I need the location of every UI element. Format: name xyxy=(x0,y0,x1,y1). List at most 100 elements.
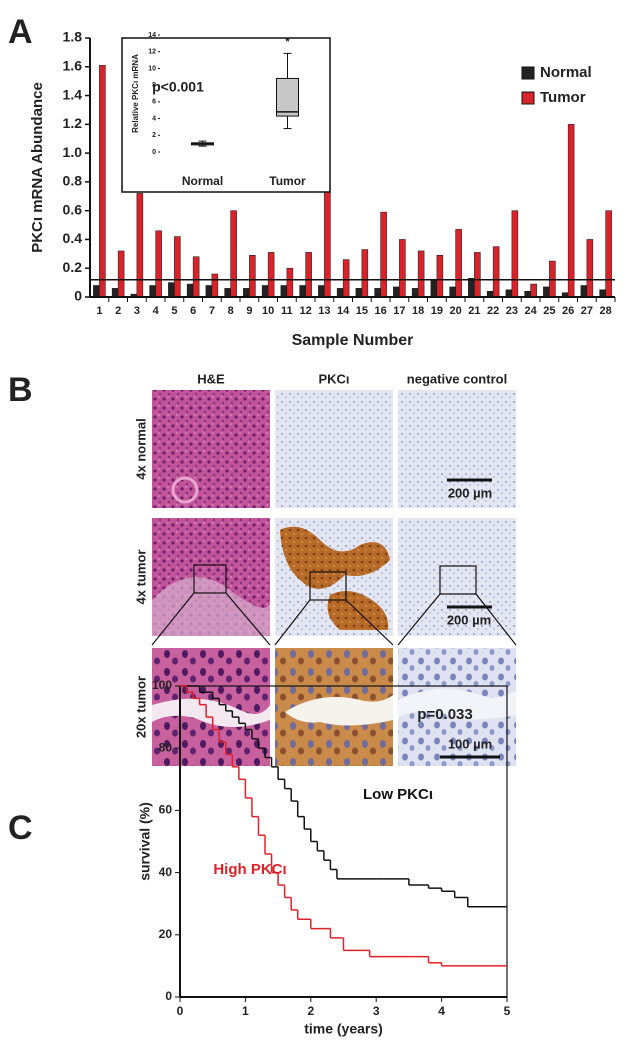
y-axis-label: PKCι mRNA Abundance xyxy=(29,82,46,253)
bar xyxy=(299,285,306,298)
image-detail xyxy=(285,695,393,726)
x-tick-label: 5 xyxy=(504,1004,511,1018)
x-tick-label: 24 xyxy=(525,305,538,317)
bar xyxy=(117,250,125,298)
y-axis-label: survival (%) xyxy=(137,802,153,881)
bar xyxy=(355,288,363,298)
y-tick-label: 0.8 xyxy=(63,173,83,189)
bar xyxy=(599,289,606,298)
bar xyxy=(586,239,594,298)
annotation: p=0.033 xyxy=(417,706,472,723)
x-tick-label: 3 xyxy=(134,305,140,317)
bar xyxy=(168,282,175,298)
scale-label: 100 µm xyxy=(448,736,492,751)
image xyxy=(398,518,516,636)
legend-swatch xyxy=(521,66,535,80)
y-tick-label: 0 xyxy=(165,989,172,1003)
y-tick-label: 0 xyxy=(152,149,156,156)
panel-letter: B xyxy=(8,371,33,409)
row-label: 20x tumor xyxy=(133,676,148,738)
bar xyxy=(280,285,288,298)
bar xyxy=(449,286,456,298)
x-tick-label: 5 xyxy=(171,305,177,317)
annotation: p<0.001 xyxy=(152,79,204,95)
bar xyxy=(430,279,438,298)
x-tick-label: 2 xyxy=(115,305,121,317)
x-tick-label: 20 xyxy=(450,305,462,317)
bar xyxy=(111,288,119,298)
bar xyxy=(99,65,106,298)
panel-letter: C xyxy=(8,809,33,847)
bar xyxy=(399,239,406,298)
x-tick-label: 4 xyxy=(438,1004,445,1018)
bar xyxy=(155,230,162,298)
bar xyxy=(286,267,294,298)
x-tick-label: 17 xyxy=(393,305,405,317)
image-detail xyxy=(152,698,270,728)
zoom-box xyxy=(439,565,477,595)
bar xyxy=(318,285,325,298)
y-tick-label: 1.2 xyxy=(63,115,83,131)
micrographs xyxy=(151,390,517,766)
zoom-line xyxy=(475,593,517,646)
bar xyxy=(417,250,425,298)
x-tick-label: 13 xyxy=(318,305,330,317)
outlier: * xyxy=(285,36,290,48)
zoom-box xyxy=(193,564,227,594)
y-tick-label: 1.4 xyxy=(63,86,83,102)
x-axis-label: Sample Number xyxy=(292,332,414,349)
zoom-line xyxy=(397,593,441,646)
column-header: H&E xyxy=(197,371,225,386)
y-tick-label: 1.0 xyxy=(63,144,83,160)
x-axis-label: time (years) xyxy=(304,1021,383,1037)
x-tick-label: 23 xyxy=(506,305,518,317)
y-tick-label: 100 xyxy=(152,678,172,692)
legend-swatch xyxy=(521,91,535,105)
bar xyxy=(336,288,344,298)
x-tick-label: 19 xyxy=(431,305,443,317)
bar xyxy=(468,278,475,298)
bar xyxy=(174,236,181,298)
x-tick-label: 6 xyxy=(190,305,196,317)
x-tick-label: 16 xyxy=(375,305,387,317)
image-detail xyxy=(280,526,390,589)
zoom-box xyxy=(309,571,347,601)
bar xyxy=(374,288,381,298)
zoom-line xyxy=(151,592,195,646)
x-tick-label: 0 xyxy=(177,1004,184,1018)
legend-label: Tumor xyxy=(540,89,586,106)
x-tick-label: 14 xyxy=(337,305,350,317)
x-tick-label: 21 xyxy=(468,305,480,317)
series-label: Low PKCι xyxy=(363,786,433,803)
x-tick-label: 8 xyxy=(228,305,234,317)
bar xyxy=(261,285,269,298)
x-tick-label: 7 xyxy=(209,305,215,317)
bar xyxy=(243,288,250,298)
x-tick-label: 1 xyxy=(242,1004,249,1018)
legend-label: Normal xyxy=(540,64,592,81)
y-tick-label: 40 xyxy=(159,865,173,879)
y-tick-label: 2 xyxy=(152,132,156,139)
y-tick-label: 4 xyxy=(152,115,156,122)
x-tick-label: 9 xyxy=(246,305,252,317)
bar xyxy=(305,252,312,298)
image xyxy=(398,390,516,508)
y-tick-label: 6 xyxy=(152,99,156,106)
zoom-line xyxy=(225,592,271,646)
column-header: negative control xyxy=(407,371,507,386)
bar xyxy=(342,259,350,298)
bar xyxy=(224,288,231,298)
x-tick-label: 11 xyxy=(281,305,293,317)
box xyxy=(276,77,299,117)
y-tick-label: 60 xyxy=(159,803,173,817)
bar xyxy=(474,252,481,298)
y-tick-label: 80 xyxy=(159,740,173,754)
image-detail xyxy=(171,476,199,504)
y-tick-label: 1.6 xyxy=(63,57,83,73)
bar xyxy=(205,285,213,298)
bar xyxy=(136,193,144,298)
y-tick-label: 0.2 xyxy=(63,259,83,275)
y-axis-label: Relative PKCι mRNA xyxy=(131,54,140,133)
